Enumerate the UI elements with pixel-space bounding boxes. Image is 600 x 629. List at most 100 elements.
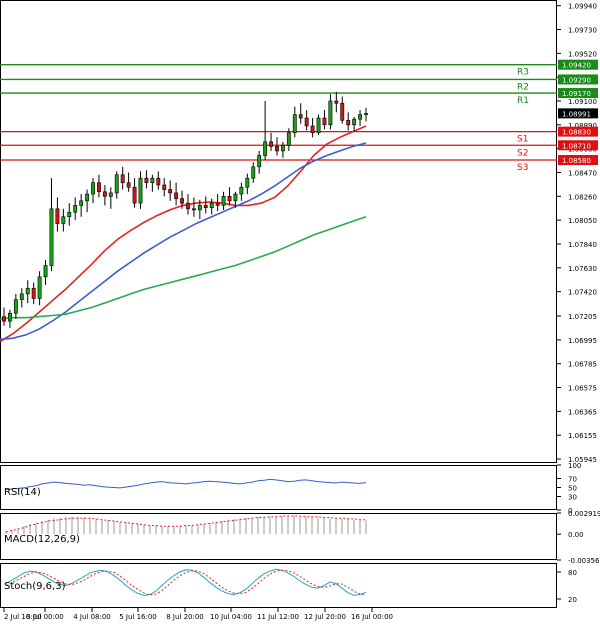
time-tick-label: 12 Jul 20:00 <box>304 613 346 621</box>
candle-body <box>79 200 84 206</box>
candle-body <box>186 202 190 210</box>
level-name-label: S1 <box>517 135 528 145</box>
candle-body <box>180 198 184 204</box>
price-tick-label: 1.09940 <box>568 3 597 11</box>
candle-body <box>227 196 232 202</box>
price-tick-label: 1.06995 <box>568 337 597 345</box>
candle-body <box>340 102 345 121</box>
time-tick-label: 10 Jul 04:00 <box>210 613 252 621</box>
time-tick-label: 8 Jul 20:00 <box>166 613 204 621</box>
level-price-box-r1 <box>558 88 598 99</box>
level-price-label: 1.08580 <box>562 157 591 165</box>
macd-label: MACD(12,26,9) <box>4 534 80 545</box>
candle-body <box>286 132 291 146</box>
price-tick-label: 1.08050 <box>568 217 597 225</box>
moving-average-line <box>0 215 367 320</box>
price-tick-label: 1.06785 <box>568 361 597 369</box>
rsi-tick-label: 50 <box>568 485 577 493</box>
candle-body <box>97 182 101 193</box>
price-tick-label: 1.07420 <box>568 289 597 297</box>
rsi-tick-label: 30 <box>568 494 577 502</box>
level-price-box-r2 <box>558 74 598 85</box>
candle-body <box>2 316 6 322</box>
candle-body <box>215 202 220 206</box>
price-tick-label: 1.07840 <box>568 241 597 249</box>
candle-body <box>280 144 285 152</box>
candle-body <box>358 114 362 120</box>
level-name-label: R2 <box>517 82 529 92</box>
candle-body <box>114 174 119 194</box>
candle-body <box>31 287 36 299</box>
stoch-label: Stoch(9,6,3) <box>4 581 66 592</box>
candle-body <box>203 205 208 208</box>
time-tick-label: 16 Jul 00:00 <box>351 613 393 621</box>
candle-body <box>67 211 72 218</box>
macd-tick-label: 0.002919 <box>568 510 600 518</box>
price-tick-label: 1.07630 <box>568 265 597 273</box>
price-tick-label: 1.08470 <box>568 169 597 177</box>
stoch-tick-label: 20 <box>568 596 577 604</box>
time-tick-label: 4 Jul 08:00 <box>73 613 111 621</box>
candle-body <box>132 186 137 204</box>
candle-body <box>292 114 297 134</box>
level-name-label: R1 <box>517 96 529 106</box>
candle-body <box>328 100 333 126</box>
candle-body <box>310 125 315 134</box>
candle-body <box>304 117 309 127</box>
candle-body <box>269 141 273 147</box>
candle-body <box>346 119 351 126</box>
level-price-box-r3 <box>558 59 598 70</box>
level-price-box-s1 <box>558 126 598 137</box>
candle-body <box>364 113 368 115</box>
candle-body <box>85 193 90 202</box>
level-price-label: 1.09420 <box>562 62 591 70</box>
candle-body <box>156 177 161 186</box>
candle-body <box>37 276 42 299</box>
candle-body <box>43 265 48 278</box>
candle-body <box>239 186 244 195</box>
level-price-box-s3 <box>558 155 598 166</box>
candle-body <box>352 118 357 126</box>
candle-body <box>49 208 54 266</box>
price-tick-label: 1.09520 <box>568 50 597 58</box>
candle-body <box>191 208 196 211</box>
price-pane-frame <box>0 0 557 463</box>
candle-body <box>233 193 238 202</box>
macd-signal-line <box>5 515 366 533</box>
candle-body <box>263 141 268 156</box>
candle-body <box>221 196 226 206</box>
level-price-label: 1.09290 <box>562 76 591 84</box>
candle-body <box>73 205 78 213</box>
level-price-box-s2 <box>558 140 598 151</box>
candle-body <box>334 100 339 104</box>
rsi-label: RSI(14) <box>4 487 41 498</box>
price-tick-label: 1.08260 <box>568 193 597 201</box>
candle-body <box>138 177 143 204</box>
rsi-pane-frame <box>0 465 557 510</box>
candle-body <box>245 177 250 188</box>
candle-body <box>144 177 149 184</box>
candle-body <box>257 155 262 168</box>
level-name-label: S2 <box>517 148 528 158</box>
time-tick-label: 5 Jul 16:00 <box>119 613 157 621</box>
rsi-tick-label: 70 <box>568 476 577 484</box>
candle-body <box>150 177 155 184</box>
candle-body <box>126 182 131 188</box>
rsi-line <box>5 478 367 491</box>
price-tick-label: 1.06575 <box>568 385 597 393</box>
macd-tick-label: -0.00356 <box>568 557 600 565</box>
candle-body <box>8 312 12 322</box>
candle-body <box>322 117 327 126</box>
candle-body <box>162 184 167 190</box>
price-tick-label: 1.06155 <box>568 432 597 440</box>
level-name-label: S3 <box>517 163 528 173</box>
candle-body <box>251 166 256 179</box>
candle-body <box>55 208 60 224</box>
candle-body <box>13 299 18 314</box>
candle-body <box>209 202 214 208</box>
price-tick-label: 1.09100 <box>568 98 597 106</box>
candle-body <box>120 174 125 184</box>
candle-body <box>275 146 279 152</box>
